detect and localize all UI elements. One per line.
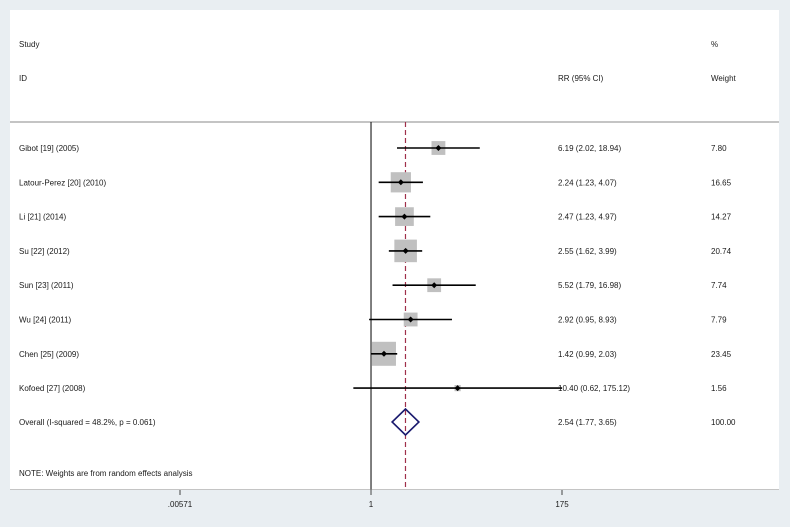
header-weight: Weight [711, 74, 737, 83]
header-percent: % [711, 40, 718, 49]
study-rows: Gibot [19] (2005) 6.19 (2.02, 18.94) 7.80 L… [19, 141, 732, 393]
weight-text: 14.27 [711, 213, 732, 222]
note: NOTE: Weights are from random effects an… [19, 469, 193, 478]
table-row: Gibot [19] (2005) 6.19 (2.02, 18.94) 7.80 [19, 141, 727, 155]
ci-text: 2.24 (1.23, 4.07) [558, 178, 617, 187]
weight-text: 16.65 [711, 178, 732, 187]
ci-text: 1.42 (0.99, 2.03) [558, 350, 617, 359]
weight-text: 7.79 [711, 316, 727, 325]
weight-text: 7.80 [711, 144, 727, 153]
table-row: Sun [23] (2011) 5.52 (1.79, 16.98) 7.74 [19, 278, 727, 293]
ci-text: 2.47 (1.23, 4.97) [558, 213, 617, 222]
table-row: Chen [25] (2009) 1.42 (0.99, 2.03) 23.45 [19, 341, 732, 366]
header-study: Study [19, 40, 39, 49]
point-estimate [397, 179, 404, 186]
table-row: Kofoed [27] (2008) 10.40 (0.62, 175.12) 1.… [19, 384, 727, 393]
table-row: Latour-Perez [20] (2010) 2.24 (1.23, 4.07… [19, 172, 732, 193]
study-label: Sun [23] (2011) [19, 281, 74, 290]
weight-text: 7.74 [711, 281, 727, 290]
point-estimate [431, 282, 438, 289]
weight-text: 20.74 [711, 247, 732, 256]
study-label: Li [21] (2014) [19, 213, 66, 222]
header-effect: RR (95% CI) [558, 74, 604, 83]
point-estimate [401, 213, 408, 220]
overall-ci-text: 2.54 (1.77, 3.65) [558, 418, 617, 427]
table-row: Su [22] (2012) 2.55 (1.62, 3.99) 20.74 [19, 239, 732, 263]
weight-text: 1.56 [711, 384, 727, 393]
ci-text: 6.19 (2.02, 18.94) [558, 144, 621, 153]
x-tick-label: .00571 [168, 500, 193, 509]
study-label: Latour-Perez [20] (2010) [19, 178, 106, 187]
ci-text: 5.52 (1.79, 16.98) [558, 281, 621, 290]
x-tick-label: 175 [555, 500, 569, 509]
ci-text: 2.92 (0.95, 8.93) [558, 316, 617, 325]
weight-text: 23.45 [711, 350, 732, 359]
plot-area: Study ID RR (95% CI) % Weight Gibot [19]… [10, 10, 779, 490]
point-estimate [402, 247, 409, 254]
study-label: Kofoed [27] (2008) [19, 384, 86, 393]
point-estimate [407, 316, 414, 323]
point-estimate [435, 145, 442, 151]
ci-text: 2.55 (1.62, 3.99) [558, 247, 617, 256]
table-row: Li [21] (2014) 2.47 (1.23, 4.97) 14.27 [19, 207, 732, 226]
forest-plot: Study ID RR (95% CI) % Weight Gibot [19]… [10, 40, 779, 490]
table-row: Wu [24] (2011) 2.92 (0.95, 8.93) 7.79 [19, 312, 727, 327]
overall-label: Overall (I-squared = 48.2%, p = 0.061) [19, 418, 156, 427]
header-id: ID [19, 74, 27, 83]
study-label: Wu [24] (2011) [19, 316, 72, 325]
study-label: Gibot [19] (2005) [19, 144, 79, 153]
ci-text: 10.40 (0.62, 175.12) [558, 384, 630, 393]
point-estimate [454, 385, 461, 392]
overall-diamond [390, 407, 421, 437]
x-tick-label: 1 [369, 500, 374, 509]
point-estimate [380, 350, 387, 357]
overall-weight: 100.00 [711, 418, 736, 427]
study-label: Su [22] (2012) [19, 247, 70, 256]
study-label: Chen [25] (2009) [19, 350, 79, 359]
